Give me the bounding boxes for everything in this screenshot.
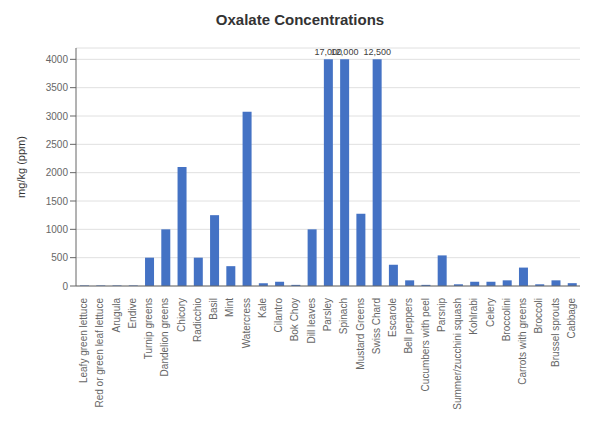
svg-text:12,500: 12,500: [363, 47, 391, 57]
svg-text:Red or green leaf lettuce: Red or green leaf lettuce: [94, 298, 105, 408]
svg-text:Dandelion greens: Dandelion greens: [159, 298, 170, 376]
svg-text:Arugula: Arugula: [111, 298, 122, 333]
svg-text:2000: 2000: [46, 167, 69, 178]
svg-text:Endive: Endive: [127, 298, 138, 329]
svg-text:12,000: 12,000: [331, 47, 359, 57]
svg-text:3000: 3000: [46, 111, 69, 122]
svg-text:Chicory: Chicory: [176, 298, 187, 332]
svg-text:Broccolini: Broccolini: [501, 298, 512, 341]
svg-text:Spinach: Spinach: [338, 298, 349, 334]
svg-text:Parsley: Parsley: [322, 298, 333, 331]
svg-text:Leafy green lettuce: Leafy green lettuce: [78, 298, 89, 383]
svg-text:Brussel sprouts: Brussel sprouts: [550, 298, 561, 367]
svg-text:4000: 4000: [46, 54, 69, 65]
svg-text:Bell peppers: Bell peppers: [403, 298, 414, 354]
svg-text:0: 0: [62, 281, 68, 292]
svg-text:Swiss Chard: Swiss Chard: [371, 298, 382, 354]
svg-text:Cabbage: Cabbage: [566, 298, 577, 339]
svg-text:Radicchio: Radicchio: [192, 298, 203, 342]
svg-text:Turnip greens: Turnip greens: [143, 298, 154, 359]
svg-text:Kale: Kale: [257, 298, 268, 318]
svg-text:mg/kg (ppm): mg/kg (ppm): [15, 136, 27, 198]
svg-text:Cucumbers with peel: Cucumbers with peel: [420, 298, 431, 391]
svg-text:Escarole: Escarole: [387, 298, 398, 337]
svg-text:Dill leaves: Dill leaves: [306, 298, 317, 344]
svg-text:2500: 2500: [46, 139, 69, 150]
svg-text:Watercress: Watercress: [241, 298, 252, 348]
svg-text:1000: 1000: [46, 224, 69, 235]
html-text:Oxalate Concentrations: Oxalate Concentrations: [215, 11, 385, 28]
svg-text:Mint: Mint: [224, 298, 235, 317]
svg-text:Broccoli: Broccoli: [533, 298, 544, 334]
svg-text:Summer/zucchini squash: Summer/zucchini squash: [452, 298, 463, 410]
svg-text:Carrots with greens: Carrots with greens: [517, 298, 528, 385]
svg-text:Parsnip: Parsnip: [436, 298, 447, 332]
svg-text:Cilantro: Cilantro: [273, 298, 284, 333]
svg-text:3500: 3500: [46, 82, 69, 93]
svg-text:1500: 1500: [46, 196, 69, 207]
svg-text:500: 500: [51, 252, 68, 263]
svg-text:Celery: Celery: [485, 298, 496, 327]
svg-text:Bok Choy: Bok Choy: [289, 298, 300, 341]
svg-text:Kohlrabi: Kohlrabi: [468, 298, 479, 335]
svg-text:Basil: Basil: [208, 298, 219, 320]
svg-text:Mustard Greens: Mustard Greens: [355, 298, 366, 370]
svg-text:17,000: 17,000: [314, 47, 343, 58]
